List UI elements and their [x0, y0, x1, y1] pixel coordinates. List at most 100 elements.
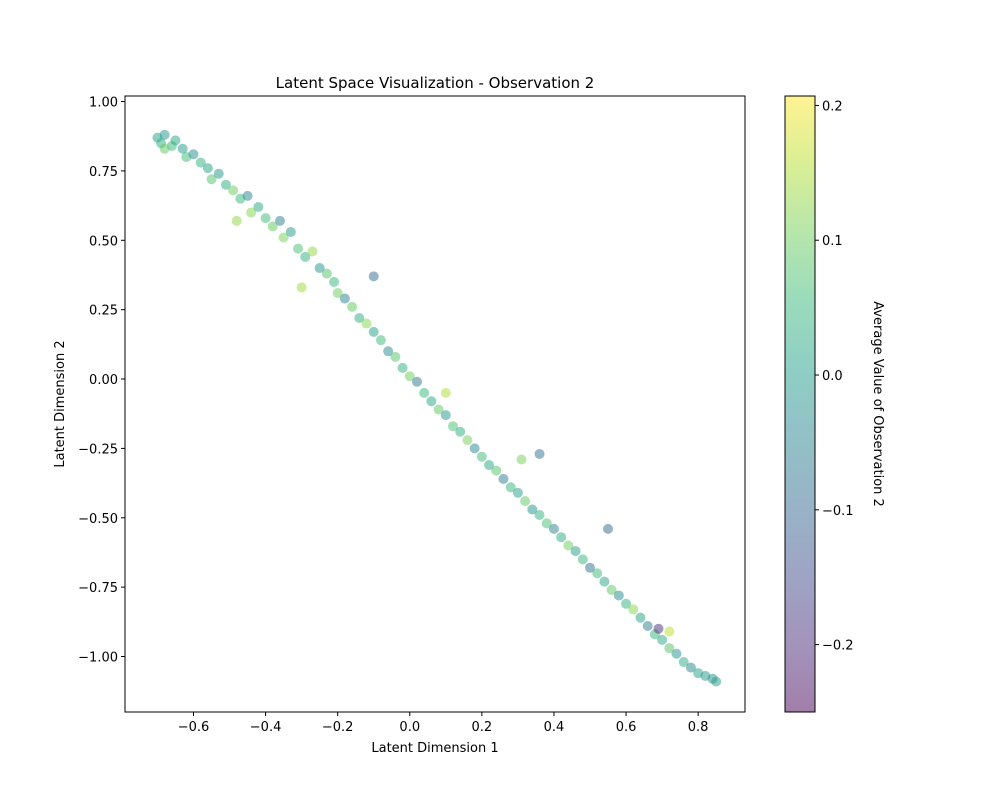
y-axis: −1.00 −0.75 −0.50 −0.25 0.00 0.25 0.50 0.75 1.00 — [78, 96, 125, 666]
scatter-point — [577, 554, 588, 565]
scatter-point — [339, 293, 350, 304]
x-tick-label: 0.8 — [688, 720, 709, 735]
scatter-point — [628, 604, 639, 615]
y-tick-label: −0.50 — [78, 512, 118, 527]
scatter-point — [685, 662, 696, 673]
y-axis-label: Latent Dimension 2 — [53, 340, 68, 467]
x-tick-label: −0.4 — [250, 720, 282, 735]
plot-frame — [124, 95, 746, 713]
scatter-point — [498, 473, 509, 484]
scatter-point — [603, 523, 614, 534]
chart-title: Latent Space Visualization - Observation… — [276, 74, 595, 92]
scatter-point — [260, 213, 271, 224]
scatter-point — [170, 135, 181, 146]
scatter-point — [390, 351, 401, 362]
scatter-point — [177, 143, 188, 154]
scatter-point — [383, 346, 394, 357]
y-tick-label: −1.00 — [78, 651, 118, 666]
scatter-point — [592, 568, 603, 579]
scatter-point — [505, 482, 516, 493]
scatter-point — [606, 584, 617, 595]
y-tick-label: 0.25 — [89, 304, 118, 319]
scatter-point — [375, 335, 386, 346]
scatter-point — [585, 562, 595, 573]
scatter-point — [711, 676, 722, 687]
scatter-point — [228, 185, 239, 196]
scatter-point — [275, 215, 285, 226]
colorbar — [784, 95, 816, 713]
scatter-point — [293, 243, 304, 254]
x-axis: −0.6 −0.4 −0.2 0.0 0.2 0.4 0.6 0.8 — [178, 712, 709, 735]
scatter-point — [664, 643, 675, 654]
scatter-point — [556, 532, 567, 543]
scatter-point — [267, 221, 278, 232]
scatter-point — [368, 271, 379, 282]
x-tick-label: 0.4 — [544, 720, 565, 735]
scatter-point — [599, 576, 610, 587]
scatter-point — [448, 421, 459, 432]
x-tick-label: −0.6 — [178, 720, 210, 735]
scatter-point — [678, 657, 689, 668]
scatter-point — [300, 251, 311, 262]
scatter-point — [534, 448, 545, 459]
scatter-point — [332, 288, 343, 299]
scatter-point — [188, 149, 199, 160]
scatter-point — [159, 129, 170, 140]
colorbar-tick-label: 0.1 — [822, 234, 843, 249]
y-tick-label: −0.75 — [78, 581, 118, 596]
scatter-point — [664, 626, 675, 637]
scatter-point — [520, 496, 531, 507]
scatter-point — [440, 387, 451, 398]
scatter-point — [411, 376, 422, 387]
scatter-point — [455, 426, 466, 437]
scatter-point — [534, 509, 545, 520]
x-tick-label: 0.2 — [472, 720, 493, 735]
scatter-point — [231, 215, 242, 226]
scatter-point — [653, 623, 664, 634]
scatter-point — [278, 232, 289, 243]
scatter-point — [548, 523, 559, 534]
scatter-point — [195, 157, 206, 168]
scatter-point — [563, 540, 574, 551]
scatter-point — [613, 590, 624, 601]
y-tick-label: 1.00 — [89, 96, 118, 111]
x-axis-label: Latent Dimension 1 — [371, 741, 498, 756]
scatter-point — [321, 268, 332, 279]
scatter-point — [253, 201, 264, 212]
scatter-point — [570, 546, 581, 557]
x-tick-label: 0.0 — [399, 720, 420, 735]
scatter-point — [635, 612, 646, 623]
scatter-point — [285, 226, 296, 237]
scatter-point — [484, 460, 495, 471]
x-tick-label: −0.2 — [322, 720, 354, 735]
colorbar-tick-label: −0.1 — [822, 504, 854, 519]
scatter-point — [329, 276, 340, 287]
scatter-point — [206, 174, 217, 185]
scatter-point — [433, 404, 444, 415]
scatter-point — [361, 318, 372, 329]
colorbar-label: Average Value of Observation 2 — [870, 301, 885, 507]
colorbar-tick-label: 0.0 — [822, 369, 843, 384]
scatter-point — [419, 387, 430, 398]
scatter-point — [671, 648, 682, 659]
scatter-point — [202, 163, 213, 174]
scatter-point — [541, 518, 552, 529]
scatter-point — [307, 246, 318, 257]
scatter-point — [220, 179, 231, 190]
scatter-point — [462, 435, 473, 446]
scatter-point — [476, 451, 487, 462]
y-tick-label: 0.00 — [89, 373, 118, 388]
scatter-point — [469, 443, 480, 454]
colorbar-tick-label: −0.2 — [822, 639, 854, 654]
scatter-point — [657, 634, 668, 645]
scatter-point — [246, 207, 257, 218]
scatter-point — [347, 301, 358, 312]
scatter-point — [491, 465, 502, 476]
scatter-point — [516, 454, 527, 465]
scatter-point — [354, 312, 365, 323]
x-tick-label: 0.6 — [616, 720, 637, 735]
scatter-point — [404, 371, 415, 382]
points-layer — [152, 129, 722, 687]
